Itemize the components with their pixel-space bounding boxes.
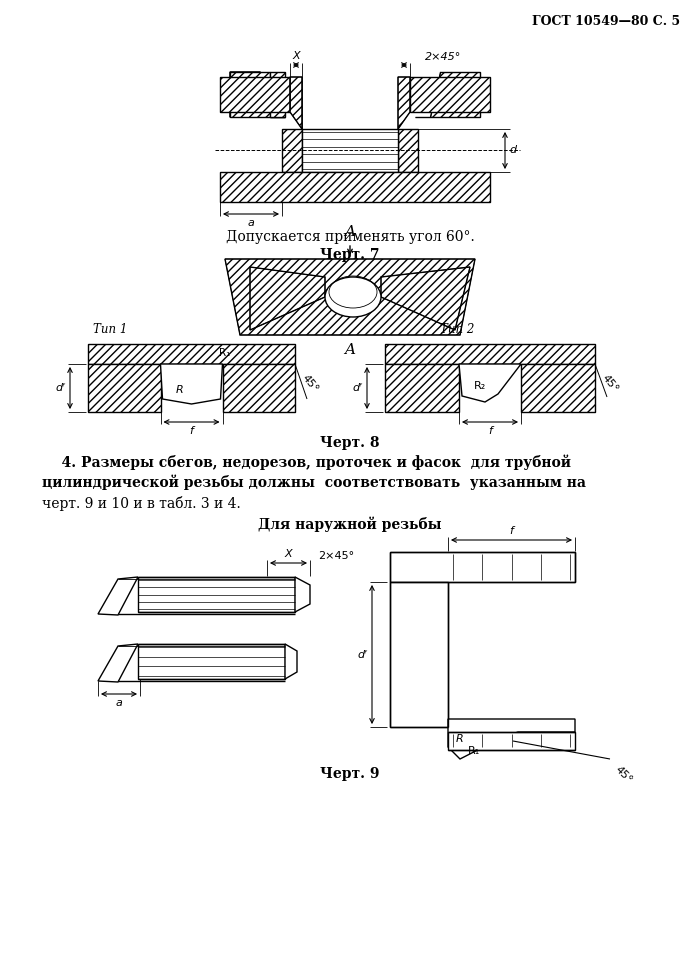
Text: R₁: R₁ xyxy=(220,348,231,358)
Text: 45°: 45° xyxy=(300,373,321,395)
Text: f: f xyxy=(488,426,492,436)
Polygon shape xyxy=(160,364,223,404)
Polygon shape xyxy=(88,344,295,364)
Polygon shape xyxy=(220,77,290,112)
Text: dᶠ: dᶠ xyxy=(358,649,368,659)
Polygon shape xyxy=(410,77,490,112)
Polygon shape xyxy=(138,577,295,612)
Text: 2×45°: 2×45° xyxy=(318,551,354,561)
Polygon shape xyxy=(295,577,310,612)
Text: черт. 9 и 10 и в табл. 3 и 4.: черт. 9 и 10 и в табл. 3 и 4. xyxy=(42,496,241,511)
Polygon shape xyxy=(88,364,160,412)
Polygon shape xyxy=(98,577,138,615)
Text: f: f xyxy=(190,426,193,436)
Polygon shape xyxy=(398,77,410,129)
Polygon shape xyxy=(290,77,302,129)
Text: dᶠ: dᶠ xyxy=(55,383,66,393)
Text: 2×45°: 2×45° xyxy=(425,52,461,62)
Polygon shape xyxy=(390,552,575,582)
Polygon shape xyxy=(270,72,285,117)
Text: d: d xyxy=(509,146,516,156)
Polygon shape xyxy=(430,72,480,117)
Text: Черт. 7: Черт. 7 xyxy=(321,248,379,262)
Polygon shape xyxy=(459,364,521,402)
Polygon shape xyxy=(285,644,297,679)
Polygon shape xyxy=(448,719,575,759)
Text: ГОСТ 10549—80 С. 5: ГОСТ 10549—80 С. 5 xyxy=(532,15,680,28)
Polygon shape xyxy=(230,72,270,117)
Text: R: R xyxy=(176,385,183,395)
Polygon shape xyxy=(138,644,285,679)
Text: A: A xyxy=(344,225,356,239)
Polygon shape xyxy=(250,267,325,330)
Polygon shape xyxy=(521,364,595,412)
Text: Тип 1: Тип 1 xyxy=(93,323,127,336)
Polygon shape xyxy=(381,267,470,330)
Text: Тип 2: Тип 2 xyxy=(440,323,475,336)
Polygon shape xyxy=(225,259,475,335)
Text: Черт. 8: Черт. 8 xyxy=(321,436,379,450)
Polygon shape xyxy=(390,582,448,727)
Text: dᶠ: dᶠ xyxy=(353,383,363,393)
Polygon shape xyxy=(98,644,138,682)
Text: R₂: R₂ xyxy=(474,381,486,391)
Polygon shape xyxy=(220,172,490,202)
Text: цилиндрической резьбы должны  соответствовать  указанным на: цилиндрической резьбы должны соответство… xyxy=(42,475,586,491)
Polygon shape xyxy=(385,364,459,412)
Text: X: X xyxy=(292,51,300,61)
Text: X: X xyxy=(285,549,293,559)
Text: A: A xyxy=(344,343,356,357)
Text: R₁: R₁ xyxy=(468,746,480,756)
Text: R: R xyxy=(456,734,463,744)
Text: a: a xyxy=(248,218,254,228)
Text: Допускается применять угол 60°.: Допускается применять угол 60°. xyxy=(225,230,475,244)
Polygon shape xyxy=(230,72,270,117)
Ellipse shape xyxy=(325,277,381,317)
Text: a: a xyxy=(116,698,122,708)
Text: 45°: 45° xyxy=(600,373,620,395)
Polygon shape xyxy=(398,129,418,172)
Polygon shape xyxy=(448,732,575,750)
Polygon shape xyxy=(385,344,595,364)
Polygon shape xyxy=(223,364,295,412)
Text: 4. Размеры сбегов, недорезов, проточек и фасок  для трубной: 4. Размеры сбегов, недорезов, проточек и… xyxy=(42,454,571,469)
Text: Для наружной резьбы: Для наружной резьбы xyxy=(258,516,442,532)
Text: f: f xyxy=(510,526,513,536)
Polygon shape xyxy=(302,129,398,172)
Text: Черт. 9: Черт. 9 xyxy=(321,767,379,781)
Text: 45°: 45° xyxy=(613,764,634,785)
Polygon shape xyxy=(282,129,302,172)
